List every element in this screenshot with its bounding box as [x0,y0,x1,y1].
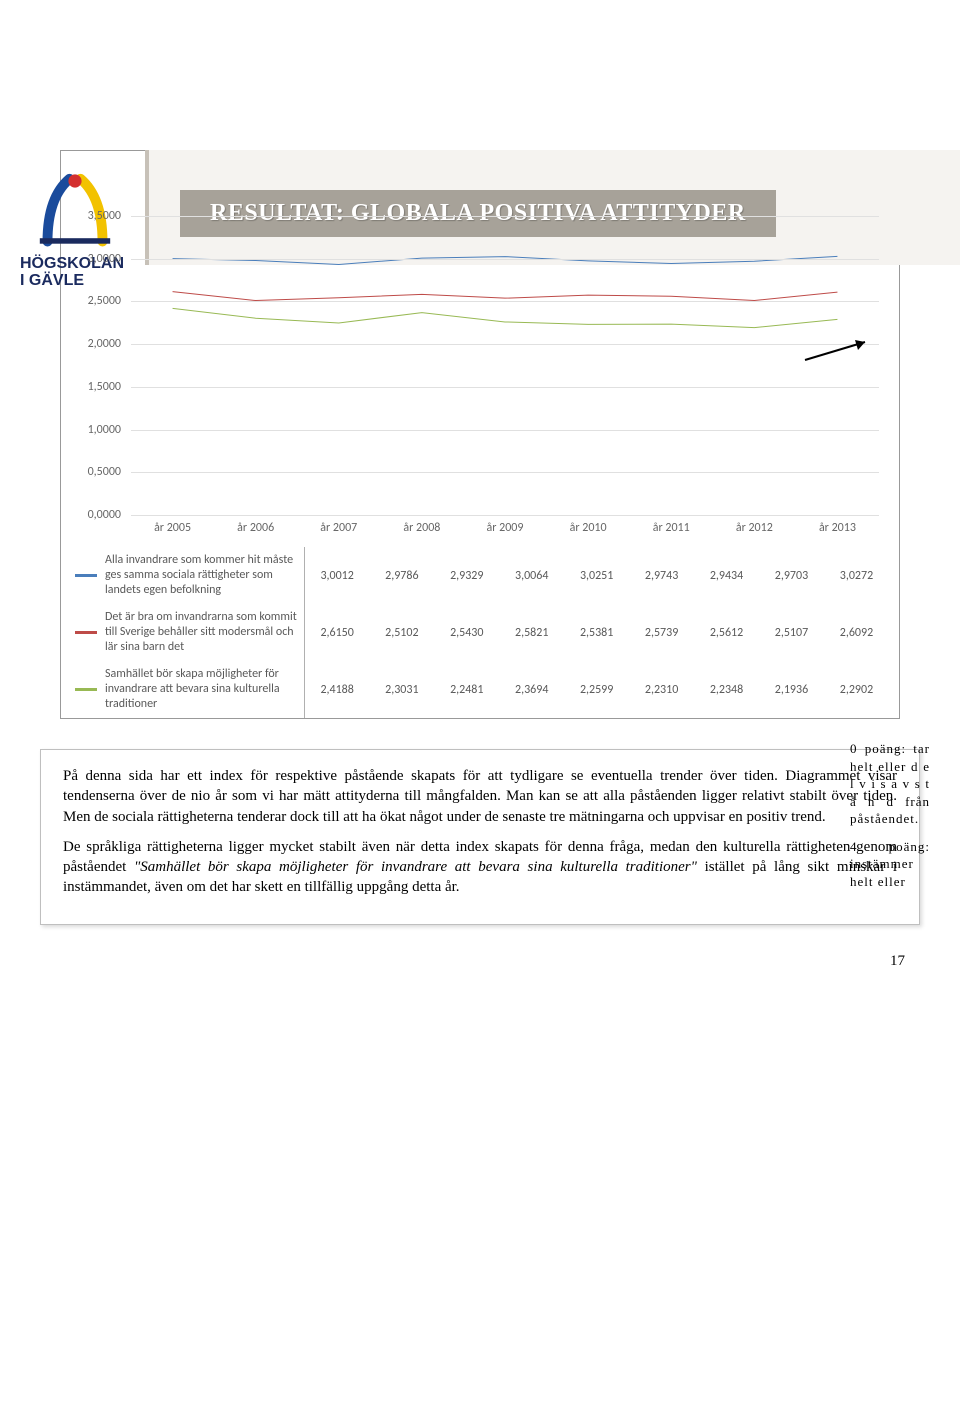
y-tick-label: 3,0000 [71,252,121,266]
table-row: Samhället bör skapa möjligheter för inva… [71,661,889,718]
series-color-swatch [75,688,97,691]
data-cell: 2,1936 [759,661,824,718]
data-cell: 2,5821 [499,604,564,661]
series-color-swatch [75,574,97,577]
y-tick-label: 1,0000 [71,423,121,437]
series-label: Samhället bör skapa möjligheter för inva… [105,667,300,712]
data-cell: 2,4188 [304,661,369,718]
data-cell: 2,9703 [759,547,824,604]
data-cell: 2,6092 [824,604,889,661]
x-tick-label: år 2005 [131,516,214,535]
series-label: Alla invandrare som kommer hit måste ges… [105,553,300,598]
y-tick-label: 2,0000 [71,337,121,351]
x-tick-label: år 2013 [796,516,879,535]
chart-plot: 0,00000,50001,00001,50002,00002,50003,00… [131,216,879,516]
page-number: 17 [890,953,905,970]
x-tick-label: år 2006 [214,516,297,535]
data-cell: 2,5739 [629,604,694,661]
logo: HÖGSKOLAN I GÄVLE [20,170,130,290]
data-cell: 2,5430 [434,604,499,661]
data-cell: 3,0012 [304,547,369,604]
table-row: Det är bra om invandrarna som kommit til… [71,604,889,661]
y-tick-label: 3,5000 [71,209,121,223]
y-tick-label: 0,5000 [71,465,121,479]
scale-note-p2: 4 poäng: instämmer helt eller [850,838,930,891]
data-cell: 2,2599 [564,661,629,718]
data-cell: 2,3031 [369,661,434,718]
x-tick-label: år 2009 [463,516,546,535]
data-cell: 2,5102 [369,604,434,661]
data-cell: 2,5107 [759,604,824,661]
data-cell: 2,9434 [694,547,759,604]
data-cell: 3,0272 [824,547,889,604]
chart-lines [131,216,879,515]
scale-note: 0 poäng: tar helt eller d e l v i s a v … [850,740,930,900]
x-tick-label: år 2012 [713,516,796,535]
data-cell: 2,2310 [629,661,694,718]
y-tick-label: 1,5000 [71,380,121,394]
y-tick-label: 2,5000 [71,294,121,308]
series-color-swatch [75,631,97,634]
data-cell: 2,2481 [434,661,499,718]
logo-text-line2: I GÄVLE [20,273,130,290]
table-row: Alla invandrare som kommer hit måste ges… [71,547,889,604]
x-tick-label: år 2008 [380,516,463,535]
body-paragraph-2: De språkliga rättigheterna ligger mycket… [63,837,897,898]
data-cell: 3,0064 [499,547,564,604]
x-tick-label: år 2007 [297,516,380,535]
data-cell: 3,0251 [564,547,629,604]
data-cell: 2,3694 [499,661,564,718]
chart-container: Globala positiva attityder - medelvärden… [60,150,900,719]
data-cell: 2,5381 [564,604,629,661]
data-cell: 2,9743 [629,547,694,604]
data-cell: 2,9329 [434,547,499,604]
y-tick-label: 0,0000 [71,508,121,522]
data-cell: 2,2348 [694,661,759,718]
x-tick-label: år 2011 [630,516,713,535]
data-cell: 2,2902 [824,661,889,718]
chart-data-table: Alla invandrare som kommer hit måste ges… [71,547,889,718]
body-text: På denna sida har ett index för respekti… [40,749,920,925]
body-paragraph-1: På denna sida har ett index för respekti… [63,766,897,827]
x-tick-label: år 2010 [547,516,630,535]
data-cell: 2,5612 [694,604,759,661]
chart-x-axis: år 2005år 2006år 2007år 2008år 2009år 20… [131,516,879,535]
series-label: Det är bra om invandrarna som kommit til… [105,610,300,655]
data-cell: 2,9786 [369,547,434,604]
data-cell: 2,6150 [304,604,369,661]
